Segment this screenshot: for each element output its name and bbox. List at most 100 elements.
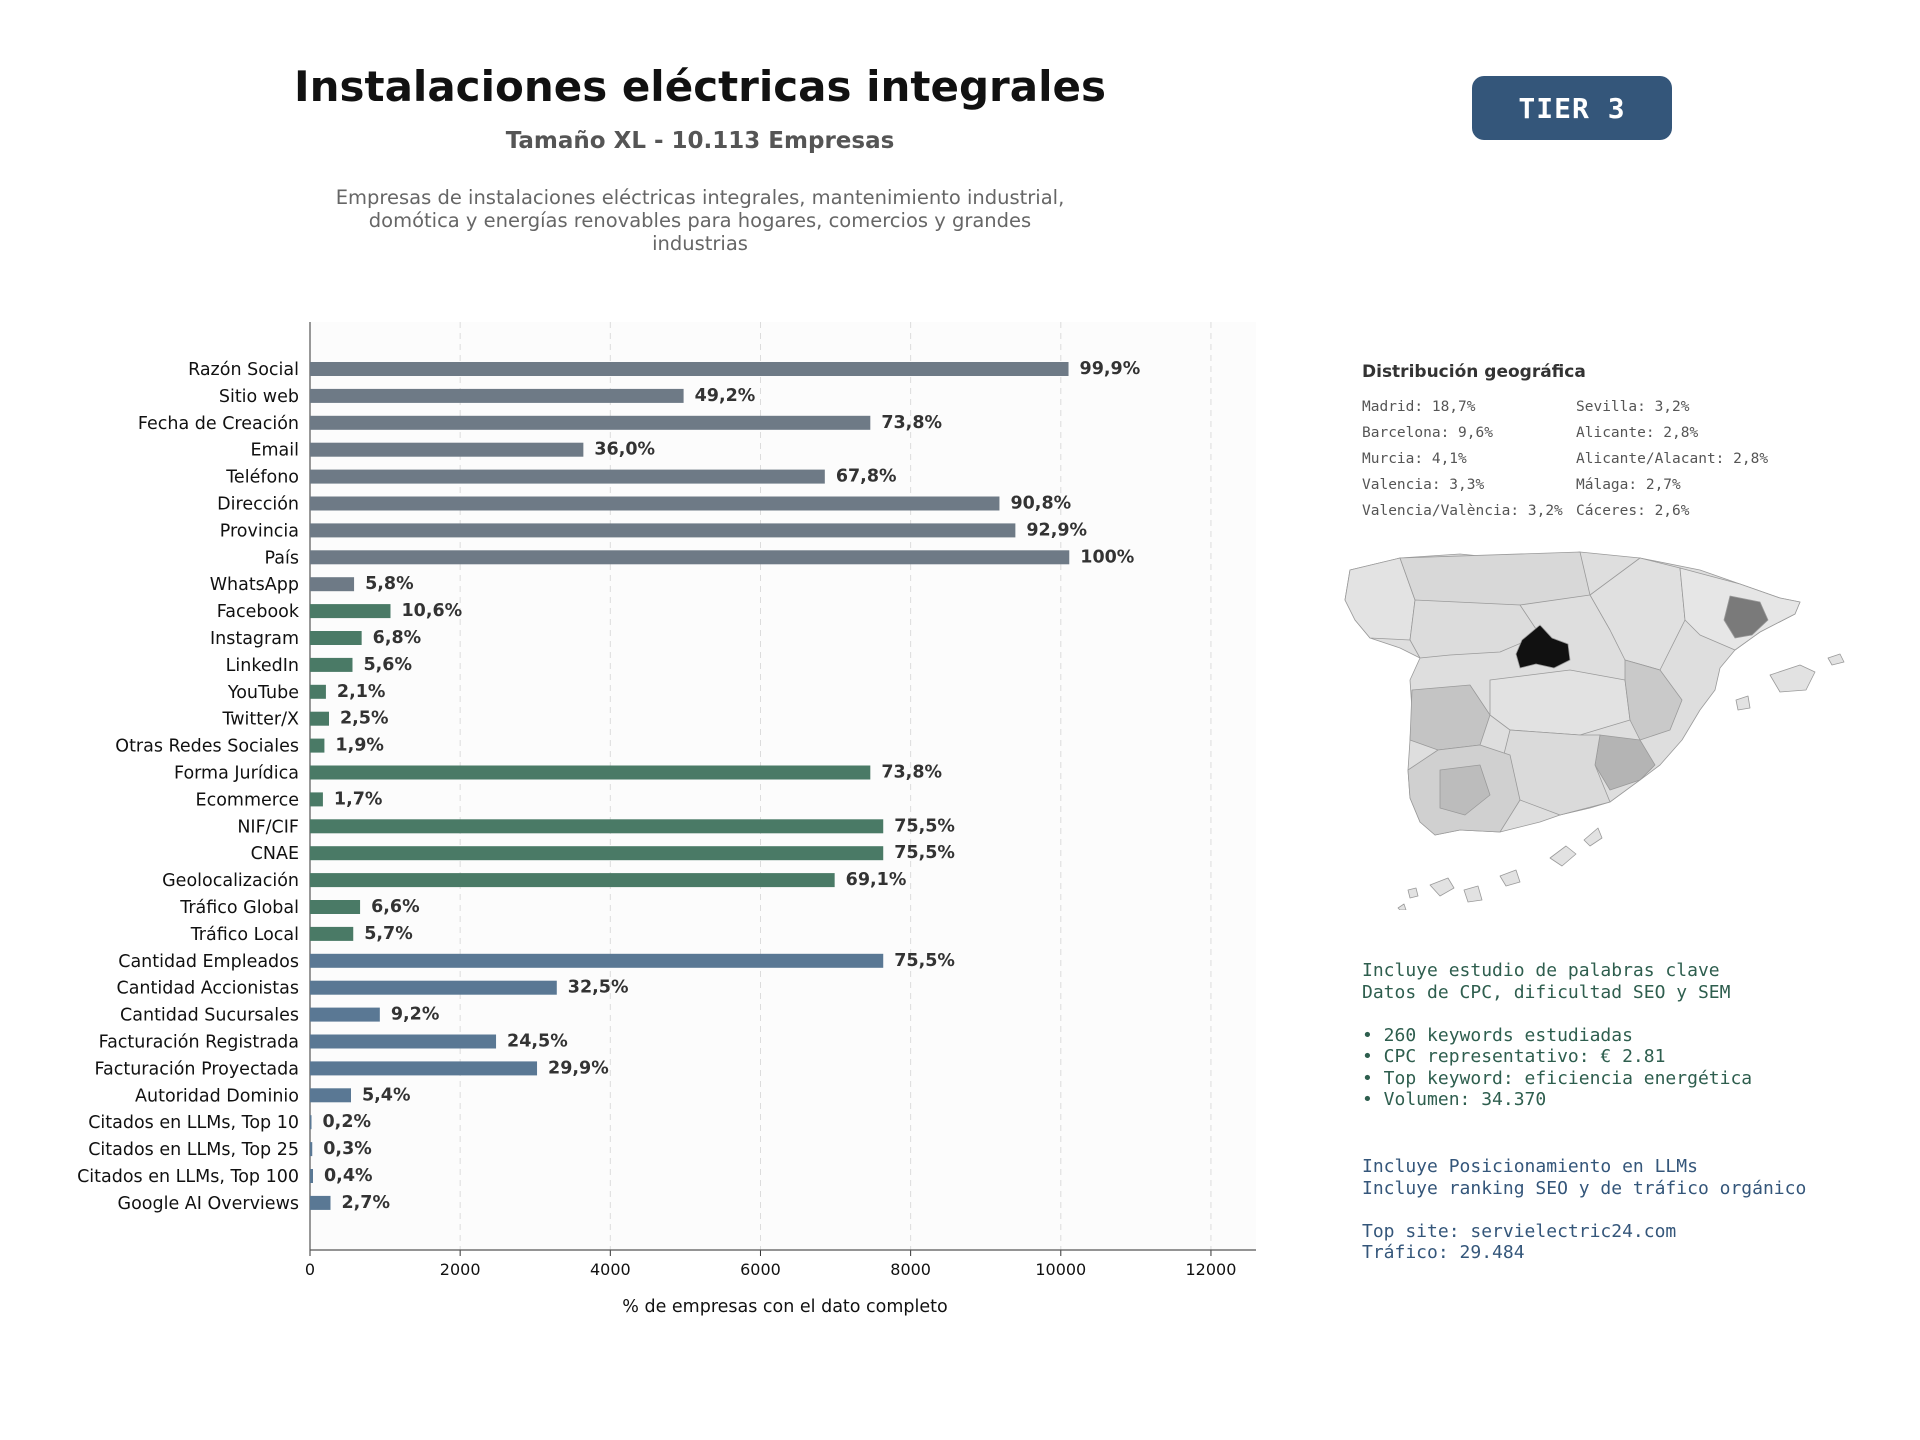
- bar-value-label: 0,4%: [324, 1166, 373, 1186]
- bar-category-label: Cantidad Sucursales: [120, 1006, 299, 1026]
- geo-item: Madrid: 18,7%: [1362, 399, 1476, 415]
- bar: [310, 1007, 380, 1022]
- seo-line: Incluye estudio de palabras clave: [1362, 960, 1720, 981]
- geo-distribution-list: Madrid: 18,7% Sevilla: 3,2% Barcelona: 9…: [1362, 398, 1802, 520]
- x-tick-label: 4000: [590, 1260, 631, 1279]
- llm-line: Tráfico: 29.484: [1362, 1242, 1525, 1263]
- bar-value-label: 2,5%: [340, 709, 389, 729]
- bar: [310, 1142, 313, 1157]
- bar: [310, 819, 884, 834]
- x-axis-title: % de empresas con el dato completo: [622, 1297, 947, 1317]
- bar-value-label: 5,4%: [362, 1085, 411, 1105]
- bar-value-label: 99,9%: [1080, 359, 1141, 379]
- geo-title: Distribución geográfica: [1362, 362, 1586, 382]
- bar-value-label: 49,2%: [695, 386, 756, 406]
- bar-category-label: Otras Redes Sociales: [115, 737, 299, 757]
- bar-category-label: Teléfono: [225, 468, 299, 488]
- bar: [310, 792, 323, 807]
- map-region-valencia: [1624, 659, 1683, 741]
- bar-value-label: 32,5%: [568, 978, 629, 998]
- bar-value-label: 75,5%: [894, 843, 955, 863]
- bar: [310, 388, 684, 403]
- llm-line: Incluye ranking SEO y de tráfico orgánic…: [1362, 1177, 1807, 1199]
- map-canary-3: [1499, 869, 1521, 887]
- map-region-castilla-leon: [1409, 599, 1541, 659]
- bar: [310, 657, 353, 672]
- bar-category-label: Tráfico Global: [179, 898, 299, 918]
- bar-category-label: Provincia: [220, 521, 299, 541]
- bar-category-label: Razón Social: [188, 360, 299, 380]
- map-region-madrid: [1515, 624, 1571, 669]
- bar-category-label: Facturación Proyectada: [95, 1059, 299, 1079]
- bar-category-label: Tráfico Local: [190, 925, 299, 945]
- bar-category-label: Citados en LLMs, Top 25: [88, 1140, 299, 1160]
- bar-category-label: Twitter/X: [221, 710, 299, 730]
- spain-province-map: [1344, 551, 1845, 910]
- bar: [310, 550, 1070, 565]
- map-canary-6: [1407, 887, 1419, 899]
- map-region-castilla-mancha: [1489, 669, 1631, 736]
- llm-line: Incluye Posicionamiento en LLMs: [1362, 1156, 1698, 1177]
- bar: [310, 604, 391, 619]
- bar-category-label: Email: [250, 441, 299, 461]
- bar: [310, 631, 362, 645]
- bar-category-label: Citados en LLMs, Top 100: [77, 1167, 299, 1187]
- bar-value-label: 10,6%: [401, 601, 462, 621]
- geo-item: Valencia/València: 3,2%: [1362, 503, 1563, 519]
- map-canary-2: [1463, 885, 1483, 903]
- bar-category-label: Citados en LLMs, Top 10: [88, 1113, 299, 1133]
- bar: [310, 469, 825, 484]
- geo-item: Cáceres: 2,6%: [1576, 503, 1690, 519]
- bar: [310, 738, 325, 753]
- bar: [310, 765, 871, 780]
- seo-info-block: Incluye estudio de palabras clave Datos d…: [1362, 960, 1752, 1111]
- map-region-aragon: [1589, 557, 1686, 671]
- bar-category-label: Geolocalización: [162, 871, 299, 891]
- map-balearic-mallorca: [1769, 664, 1816, 693]
- seo-bullet: • 260 keywords estudiadas: [1362, 1024, 1633, 1046]
- llm-info-block: Incluye Posicionamiento en LLMs Incluye r…: [1362, 1156, 1806, 1264]
- bar: [310, 980, 557, 995]
- bar: [310, 442, 584, 457]
- map-canary-7: [1397, 903, 1407, 910]
- bar-category-label: YouTube: [227, 683, 299, 703]
- bar: [310, 1169, 314, 1183]
- seo-line: Datos de CPC, dificultad SEO y SEM: [1362, 981, 1731, 1003]
- seo-bullet: • CPC representativo: € 2.81: [1362, 1046, 1666, 1067]
- seo-bullet: • Volumen: 34.370: [1362, 1089, 1547, 1110]
- geo-item: Sevilla: 3,2%: [1576, 399, 1690, 415]
- bar: [310, 496, 1000, 511]
- bar: [310, 1034, 497, 1049]
- bar-category-label: Dirección: [217, 495, 299, 515]
- bar-category-label: WhatsApp: [210, 575, 299, 595]
- bar-value-label: 5,8%: [365, 574, 414, 594]
- bar: [310, 711, 329, 726]
- x-tick-label: 12000: [1185, 1260, 1236, 1279]
- geo-item: Murcia: 4,1%: [1362, 451, 1467, 467]
- bar-value-label: 73,8%: [881, 763, 942, 783]
- bar-value-label: 67,8%: [836, 467, 897, 487]
- bar-value-label: 5,6%: [363, 655, 412, 675]
- bar-value-label: 92,9%: [1026, 520, 1087, 540]
- bar-value-label: 9,2%: [391, 1005, 440, 1025]
- bar: [310, 362, 1069, 376]
- bar-category-label: Sitio web: [219, 387, 299, 407]
- bar: [310, 1088, 351, 1103]
- bar-category-label: Ecommerce: [196, 790, 299, 810]
- bar-category-label: País: [265, 548, 299, 568]
- map-region-barcelona: [1723, 595, 1769, 639]
- llm-line: Top site: servielectric24.com: [1362, 1220, 1677, 1242]
- x-tick-label: 10000: [1035, 1260, 1086, 1279]
- seo-bullet: • Top keyword: eficiencia energética: [1362, 1067, 1753, 1089]
- bar-value-label: 75,5%: [894, 816, 955, 836]
- bar-value-label: 5,7%: [364, 924, 413, 944]
- bar-value-label: 6,8%: [373, 628, 422, 648]
- x-tick-label: 2000: [440, 1260, 481, 1279]
- bar-category-label: Google AI Overviews: [118, 1194, 299, 1214]
- x-tick-label: 8000: [890, 1260, 931, 1279]
- bar-value-label: 75,5%: [894, 951, 955, 971]
- bar-value-label: 2,7%: [341, 1193, 390, 1213]
- bar-value-label: 1,7%: [334, 789, 383, 809]
- bar-value-label: 6,6%: [371, 897, 420, 917]
- page-title: Instalaciones eléctricas integrales: [293, 62, 1106, 111]
